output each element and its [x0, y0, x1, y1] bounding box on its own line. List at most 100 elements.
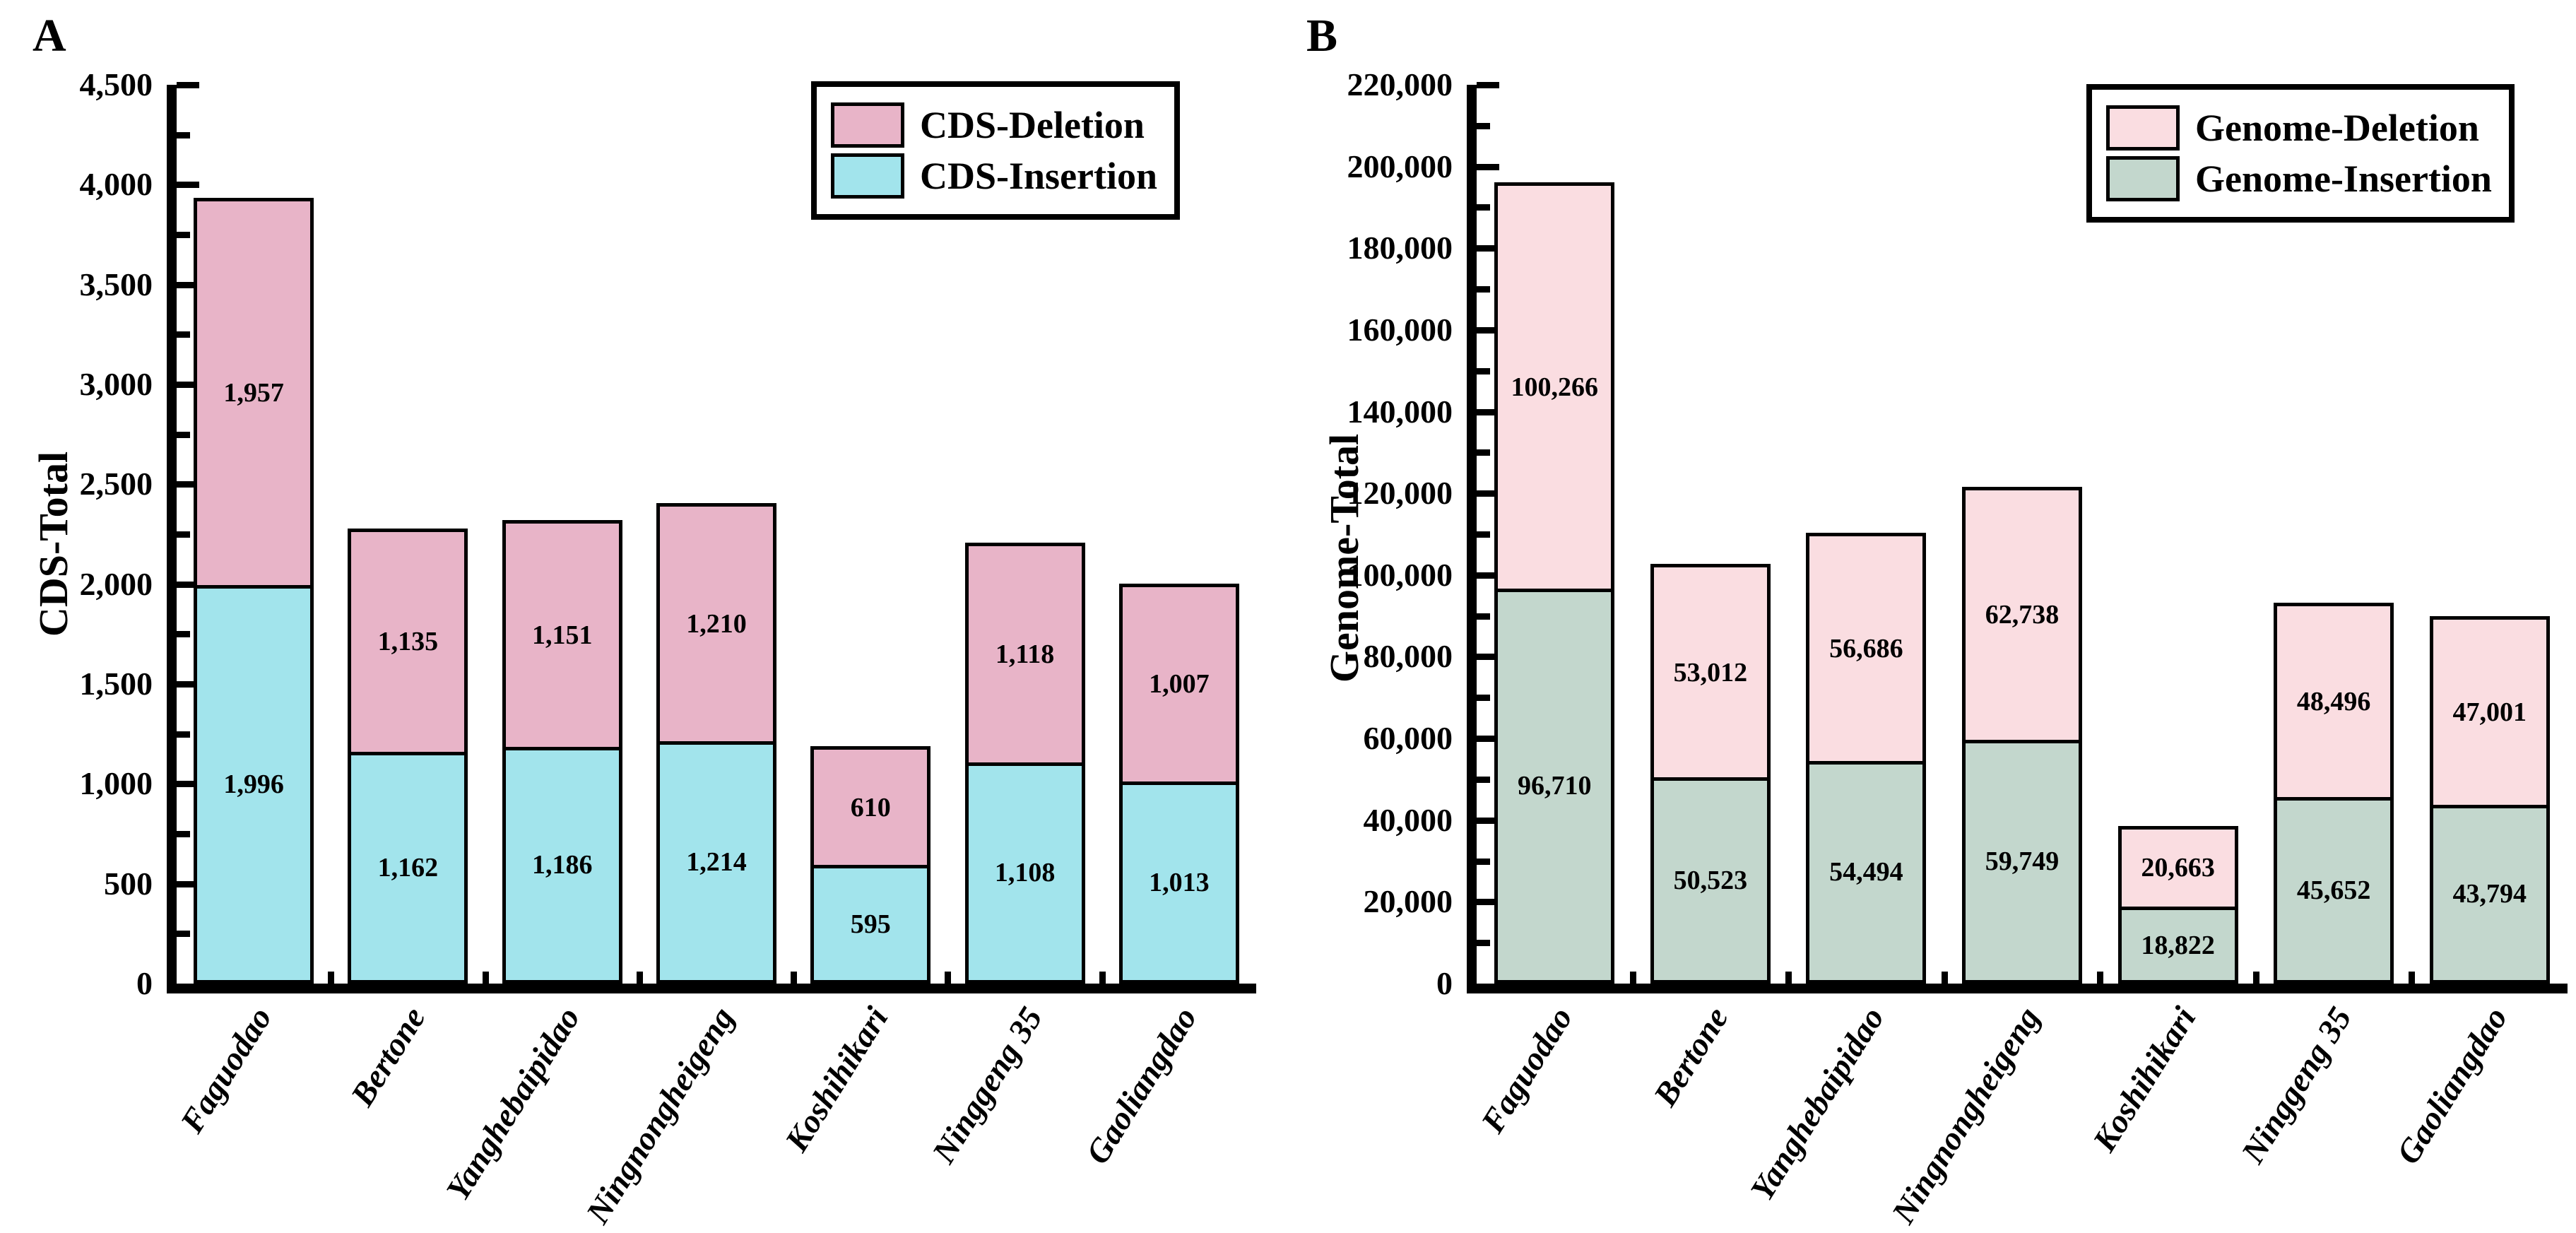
bar-value-label-insertion: 595 [850, 909, 891, 939]
bar-segment-insertion [1962, 739, 2082, 984]
bar-segment-deletion [1494, 182, 1615, 592]
legend-b: Genome-Deletion Genome-Insertion [2086, 84, 2515, 223]
legend-entry-genome-insertion: Genome-Insertion [2106, 156, 2492, 201]
y-minor-tick [1477, 776, 1490, 783]
y-tick-label: 100,000 [1347, 556, 1453, 593]
bar-segment-deletion [2274, 602, 2394, 801]
x-axis-label: Ningnongheigeng [1884, 1001, 2048, 1230]
x-axis-label: Ningnongheigeng [579, 1001, 742, 1230]
y-major-tick [1477, 82, 1499, 88]
legend-label-genome-deletion: Genome-Deletion [2195, 106, 2479, 149]
y-major-tick [177, 182, 199, 189]
bar-value-label-insertion: 59,749 [1985, 846, 2060, 877]
x-minor-tick [791, 972, 798, 984]
bar-value-label-deletion: 610 [850, 792, 891, 822]
y-tick-label: 120,000 [1347, 475, 1453, 512]
legend-label-genome-insertion: Genome-Insertion [2195, 157, 2492, 200]
bar-segment-deletion [348, 528, 468, 755]
y-tick-label: 0 [1436, 965, 1453, 1001]
bar-segment-deletion [656, 502, 776, 745]
bar-value-label-deletion: 47,001 [2452, 697, 2527, 727]
bar-value-label-insertion: 43,794 [2452, 879, 2527, 909]
bar-value-label-insertion: 1,996 [223, 769, 284, 799]
y-tick-label: 500 [104, 865, 153, 902]
bar-value-label-deletion: 56,686 [1829, 634, 1903, 664]
legend-swatch-genome-deletion [2106, 105, 2180, 151]
bar-value-label-insertion: 96,710 [1518, 771, 1592, 801]
bar-segment-insertion [1806, 760, 1927, 984]
legend-entry-cds-deletion: CDS-Deletion [831, 102, 1157, 148]
y-minor-tick [1477, 204, 1490, 211]
y-tick-label: 160,000 [1347, 311, 1453, 348]
bar-value-label-insertion: 1,214 [686, 847, 747, 878]
bar-value-label-insertion: 50,523 [1673, 865, 1748, 895]
x-axis-label: Gaoliangdao [2389, 1001, 2515, 1171]
y-major-tick [1477, 654, 1499, 661]
y-minor-tick [177, 631, 190, 638]
y-minor-tick [1477, 367, 1490, 374]
y-minor-tick [177, 731, 190, 738]
bar-segment-insertion [2429, 804, 2550, 984]
bar-value-label-deletion: 62,738 [1985, 600, 2060, 630]
y-tick-label: 200,000 [1347, 148, 1453, 184]
bar-segment-insertion [2274, 797, 2394, 984]
x-axis-label: Ninggeng 35 [2234, 1001, 2359, 1170]
y-tick-label: 40,000 [1363, 801, 1453, 838]
bar-value-label-deletion: 100,266 [1511, 372, 1599, 402]
x-minor-tick [1629, 972, 1636, 984]
y-major-tick [177, 581, 199, 588]
bar-segment-deletion [2429, 616, 2550, 808]
x-axis-label: Faguodao [1474, 1001, 1580, 1140]
x-axis-label: Faguodao [173, 1001, 279, 1140]
x-minor-tick [945, 972, 952, 984]
y-minor-tick [1477, 858, 1490, 865]
y-tick-label: 1,000 [79, 765, 153, 802]
y-tick-label: 1,500 [79, 666, 153, 702]
y-major-tick [1477, 163, 1499, 170]
legend-swatch-cds-insertion [831, 153, 904, 199]
y-tick-label: 3,000 [79, 366, 153, 402]
bar-value-label-deletion: 48,496 [2296, 686, 2371, 716]
bar-segment-insertion [810, 864, 931, 984]
legend-entry-cds-insertion: CDS-Insertion [831, 153, 1157, 199]
x-axis-label: Yanghebaipidao [1743, 1001, 1891, 1208]
y-minor-tick [1477, 613, 1490, 620]
x-axis-label: Koshihikari [2086, 1001, 2204, 1158]
y-tick-label: 220,000 [1347, 66, 1453, 102]
x-axis-label: Bertone [1646, 1001, 1736, 1113]
bar-value-label-insertion: 1,108 [994, 858, 1056, 888]
x-axis-label: Ninggeng 35 [925, 1001, 1051, 1170]
legend-label-cds-insertion: CDS-Insertion [920, 154, 1158, 197]
y-major-tick [1477, 408, 1499, 415]
plot-area-a: 1,996 1,957 1,162 1,135 1,186 1,151 1,214 1,210… [167, 82, 1256, 993]
y-tick-label: 3,500 [79, 266, 153, 302]
bar-segment-deletion [964, 542, 1085, 766]
y-major-tick [1477, 899, 1499, 906]
plot-area-b: 96,710 100,266 50,523 53,012 54,494 56,686 59,… [1467, 82, 2568, 993]
bar-segment-deletion [1806, 533, 1927, 765]
x-minor-tick [2409, 972, 2416, 984]
panel-B: B Genome-Total 96,710 100,266 50,523 53,012… [1288, 0, 2576, 1233]
bar-value-label-deletion: 1,151 [531, 620, 593, 651]
bar-segment-deletion [1962, 486, 2082, 743]
x-axis-label: Yanghebaipidao [439, 1001, 588, 1208]
y-minor-tick [177, 931, 190, 938]
y-tick-label: 20,000 [1363, 883, 1453, 920]
legend-entry-genome-deletion: Genome-Deletion [2106, 105, 2492, 151]
y-major-tick [177, 382, 199, 388]
bar-segment-insertion [194, 584, 314, 984]
x-minor-tick [328, 972, 335, 984]
y-major-tick [177, 880, 199, 887]
bar-segment-insertion [1118, 781, 1239, 984]
y-minor-tick [1477, 449, 1490, 456]
y-major-tick [1477, 490, 1499, 497]
y-tick-label: 2,000 [79, 565, 153, 602]
y-major-tick [1477, 736, 1499, 743]
y-minor-tick [177, 531, 190, 538]
x-minor-tick [1941, 972, 1948, 984]
bar-segment-deletion [810, 746, 931, 868]
y-minor-tick [1477, 531, 1490, 538]
y-minor-tick [177, 331, 190, 338]
y-minor-tick [177, 431, 190, 438]
bar-value-label-insertion: 1,186 [531, 850, 593, 880]
